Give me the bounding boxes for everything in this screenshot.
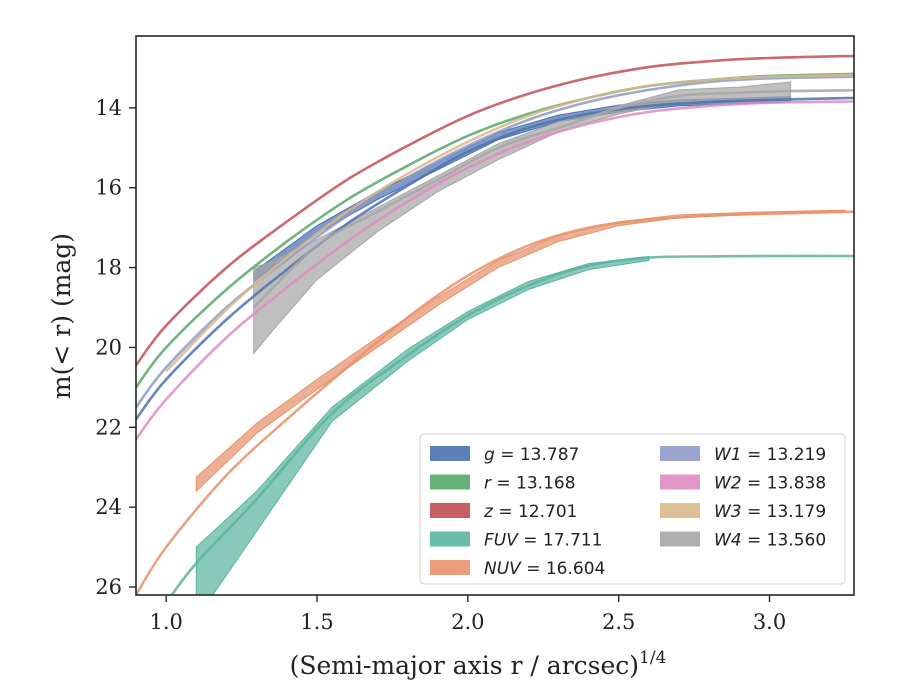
y-tick-label: 16 xyxy=(95,176,122,200)
y-tick-label: 18 xyxy=(95,256,122,280)
y-axis-label: m(< r) (mag) xyxy=(47,233,76,399)
legend-label-w1: W1 = 13.219 xyxy=(714,445,826,465)
x-tick-label: 2.0 xyxy=(451,610,484,634)
legend-label-g: g = 13.787 xyxy=(484,445,579,465)
legend-swatch-r xyxy=(430,474,470,490)
legend-swatch-nuv xyxy=(430,560,470,575)
legend-label-w3: W3 = 13.179 xyxy=(714,502,826,522)
y-tick-label: 26 xyxy=(95,575,122,599)
curve-g xyxy=(136,96,854,421)
y-tick-label: 22 xyxy=(95,415,122,439)
legend: g = 13.787 r = 13.168 z = 12.701 FUV = 17.7… xyxy=(419,433,846,585)
axis-ticks: 1.0 1.5 2.0 2.5 3.0 14 16 18 20 22 24 26 xyxy=(95,96,786,634)
y-tick-label: 14 xyxy=(95,96,122,120)
curve-w4 xyxy=(252,89,854,309)
legend-swatch-g xyxy=(430,446,470,461)
legend-label-fuv: FUV = 17.711 xyxy=(484,531,602,551)
curve-z xyxy=(136,54,854,367)
x-tick-label: 1.5 xyxy=(300,610,333,634)
y-tick-label: 20 xyxy=(95,335,122,359)
curve-fuv xyxy=(170,254,854,595)
legend-swatch-w1 xyxy=(660,446,700,461)
x-axis-label: (Semi-major axis r / arcsec)1/4 xyxy=(290,648,667,680)
y-tick-label: 24 xyxy=(95,495,122,519)
curve-w1 xyxy=(136,75,854,409)
legend-swatch-z xyxy=(430,503,470,518)
legend-swatch-w2 xyxy=(660,474,700,490)
legend-label-nuv: NUV = 16.604 xyxy=(484,559,605,579)
plot-area xyxy=(136,54,854,595)
curve-w2 xyxy=(136,100,854,441)
legend-label-w2: W2 = 13.838 xyxy=(714,474,826,494)
curve-w3 xyxy=(165,73,854,373)
x-tick-label: 3.0 xyxy=(753,610,786,634)
curve-r xyxy=(136,72,854,389)
legend-label-w4: W4 = 13.560 xyxy=(714,531,826,551)
band-fuv xyxy=(195,255,650,595)
curve-nuv xyxy=(136,210,854,595)
legend-swatch-fuv xyxy=(430,531,470,547)
axes-frame xyxy=(135,35,855,596)
legend-label-z: z = 12.701 xyxy=(483,502,577,522)
x-tick-label: 1.0 xyxy=(149,610,182,634)
x-tick-label: 2.5 xyxy=(602,610,635,634)
legend-label-r: r = 13.168 xyxy=(484,474,576,494)
legend-box xyxy=(419,433,846,585)
legend-swatch-w4 xyxy=(660,531,700,547)
legend-swatch-w3 xyxy=(660,503,700,518)
